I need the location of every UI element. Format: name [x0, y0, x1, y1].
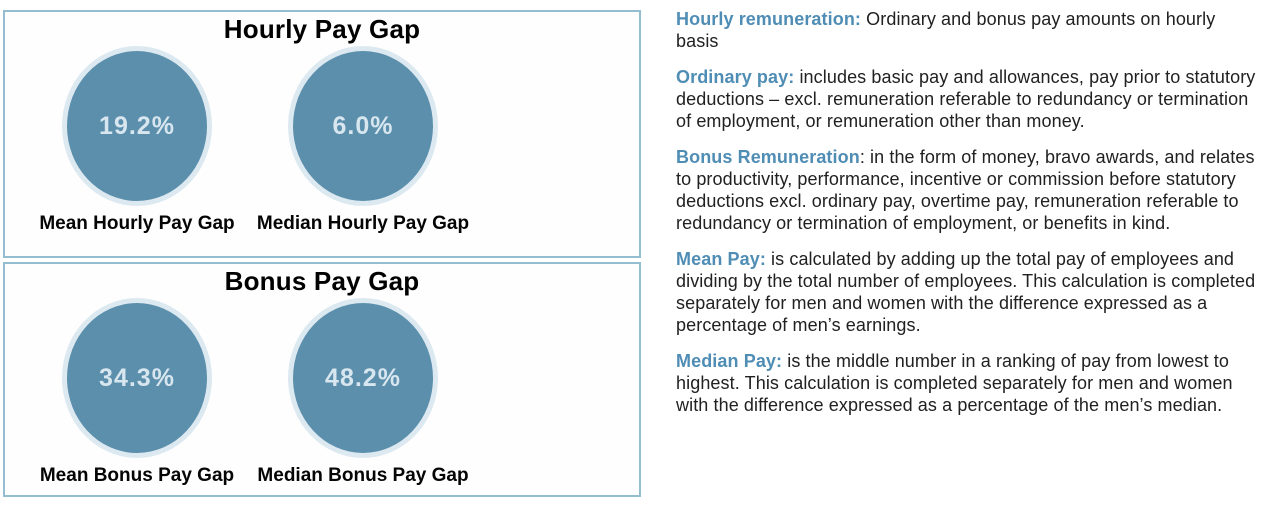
definition-bonus-remuneration: Bonus Remuneration: in the form of money…	[676, 146, 1256, 234]
definition-term: Ordinary pay:	[676, 67, 795, 87]
bonus-gauges-row: 34.3% Mean Bonus Pay Gap 48.2% Median Bo…	[5, 296, 639, 487]
gauge-median-bonus-pay-gap: 48.2% Median Bonus Pay Gap	[257, 296, 469, 487]
gauge-label: Mean Hourly Pay Gap	[39, 213, 235, 234]
definition-text: Ordinary and bonus pay amounts on hourly…	[676, 9, 1216, 51]
bonus-pay-gap-panel: Bonus Pay Gap 34.3% Mean Bonus Pay Gap 4…	[3, 262, 641, 497]
gauge-value: 48.2%	[325, 363, 401, 392]
gauge-label: Median Bonus Pay Gap	[257, 465, 469, 486]
definition-term: Median Pay:	[676, 351, 783, 371]
gauge-circle: 34.3%	[67, 303, 207, 453]
definition-text: : in the form of money, bravo awards, an…	[676, 147, 1255, 233]
definition-text: is calculated by adding up the total pay…	[676, 249, 1256, 335]
definition-term: Hourly remuneration:	[676, 9, 862, 29]
definition-term: Bonus Remuneration	[676, 147, 860, 167]
definition-term: Mean Pay:	[676, 249, 766, 269]
gauge-mean-hourly-pay-gap: 19.2% Mean Hourly Pay Gap	[37, 44, 237, 235]
hourly-gauges-row: 19.2% Mean Hourly Pay Gap 6.0% Median Ho…	[5, 44, 639, 235]
gauge-value: 19.2%	[99, 111, 175, 140]
gauge-circle: 6.0%	[293, 51, 433, 201]
definition-median-pay: Median Pay: is the middle number in a ra…	[676, 350, 1256, 416]
gauge-label: Mean Bonus Pay Gap	[39, 465, 235, 486]
gauge-circle: 19.2%	[67, 51, 207, 201]
definition-ordinary-pay: Ordinary pay: includes basic pay and all…	[676, 66, 1256, 132]
hourly-panel-title: Hourly Pay Gap	[223, 14, 421, 44]
gauge-mean-bonus-pay-gap: 34.3% Mean Bonus Pay Gap	[37, 296, 237, 487]
pay-gap-panels: Hourly Pay Gap 19.2% Mean Hourly Pay Gap…	[3, 10, 641, 497]
definition-text: includes basic pay and allowances, pay p…	[676, 67, 1256, 131]
gauge-circle: 48.2%	[293, 303, 433, 453]
gauge-median-hourly-pay-gap: 6.0% Median Hourly Pay Gap	[257, 44, 469, 235]
definition-text: is the middle number in a ranking of pay…	[676, 351, 1233, 415]
gauge-value: 6.0%	[332, 111, 394, 140]
definitions-list: Hourly remuneration: Ordinary and bonus …	[676, 8, 1256, 430]
gauge-label: Median Hourly Pay Gap	[256, 213, 470, 234]
bonus-panel-title: Bonus Pay Gap	[224, 266, 420, 296]
definition-mean-pay: Mean Pay: is calculated by adding up the…	[676, 248, 1256, 336]
gauge-value: 34.3%	[99, 363, 175, 392]
definition-hourly-remuneration: Hourly remuneration: Ordinary and bonus …	[676, 8, 1256, 52]
hourly-pay-gap-panel: Hourly Pay Gap 19.2% Mean Hourly Pay Gap…	[3, 10, 641, 258]
